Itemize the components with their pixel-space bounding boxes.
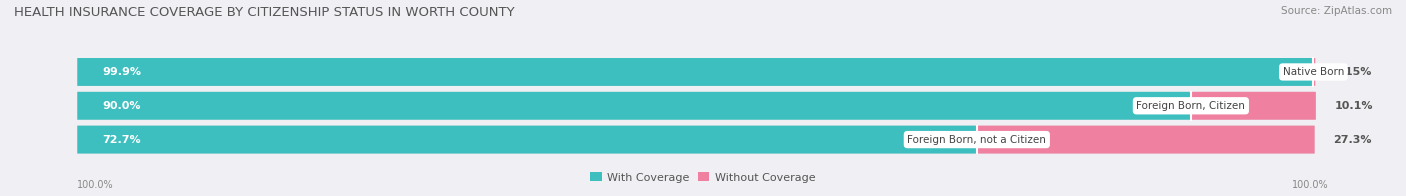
- FancyBboxPatch shape: [77, 126, 1315, 153]
- FancyBboxPatch shape: [77, 126, 977, 153]
- Text: Foreign Born, Citizen: Foreign Born, Citizen: [1136, 101, 1246, 111]
- Text: Source: ZipAtlas.com: Source: ZipAtlas.com: [1281, 6, 1392, 16]
- Text: 10.1%: 10.1%: [1334, 101, 1372, 111]
- FancyBboxPatch shape: [77, 58, 1315, 86]
- Text: HEALTH INSURANCE COVERAGE BY CITIZENSHIP STATUS IN WORTH COUNTY: HEALTH INSURANCE COVERAGE BY CITIZENSHIP…: [14, 6, 515, 19]
- FancyBboxPatch shape: [77, 92, 1315, 120]
- Text: 99.9%: 99.9%: [103, 67, 141, 77]
- FancyBboxPatch shape: [977, 126, 1315, 153]
- Text: 72.7%: 72.7%: [103, 135, 141, 145]
- Text: 27.3%: 27.3%: [1333, 135, 1372, 145]
- Text: 100.0%: 100.0%: [77, 180, 114, 190]
- FancyBboxPatch shape: [77, 58, 1313, 86]
- FancyBboxPatch shape: [1191, 92, 1316, 120]
- Text: 100.0%: 100.0%: [1292, 180, 1329, 190]
- Text: 90.0%: 90.0%: [103, 101, 141, 111]
- Text: Native Born: Native Born: [1282, 67, 1344, 77]
- Text: Foreign Born, not a Citizen: Foreign Born, not a Citizen: [907, 135, 1046, 145]
- FancyBboxPatch shape: [1313, 58, 1315, 86]
- FancyBboxPatch shape: [77, 92, 1191, 120]
- Text: 0.15%: 0.15%: [1334, 67, 1372, 77]
- Legend: With Coverage, Without Coverage: With Coverage, Without Coverage: [591, 172, 815, 183]
